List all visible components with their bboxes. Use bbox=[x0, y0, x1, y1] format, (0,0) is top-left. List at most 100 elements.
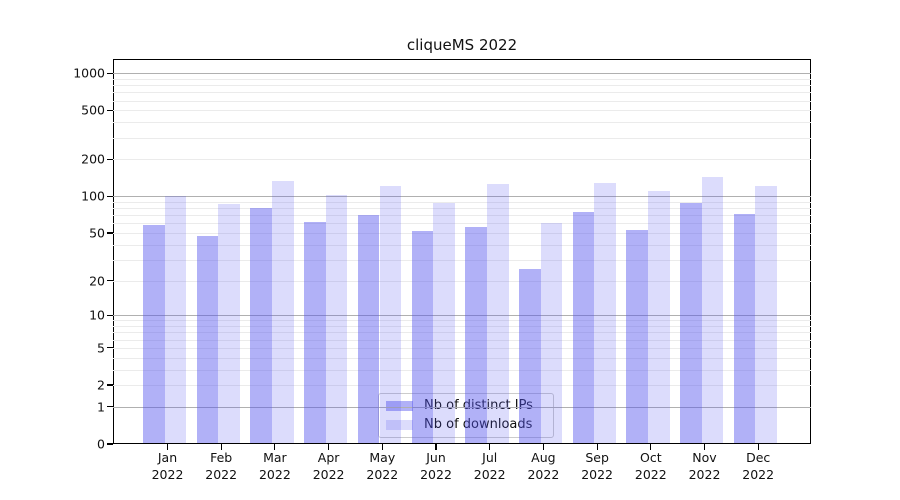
x-tick-label-jun: Jun 2022 bbox=[420, 450, 452, 482]
gridline-minor bbox=[113, 215, 811, 217]
x-tick-mark bbox=[381, 444, 383, 450]
bar-distinct-ips-feb bbox=[196, 236, 219, 443]
y-tick-label: 500 bbox=[81, 102, 105, 118]
y-tick-mark bbox=[107, 158, 113, 161]
legend-label-downloads: Nb of downloads bbox=[424, 417, 533, 432]
gridline-minor bbox=[113, 201, 811, 203]
bar-downloads-aug bbox=[540, 222, 563, 443]
x-tick-label-oct: Oct 2022 bbox=[634, 450, 667, 482]
y-tick-label: 0 bbox=[97, 436, 105, 452]
y-tick-mark bbox=[107, 347, 113, 349]
bar-distinct-ips-dec bbox=[733, 213, 756, 443]
legend-swatch-downloads bbox=[386, 419, 413, 430]
gridline-minor bbox=[113, 137, 811, 139]
y-tick-mark bbox=[107, 384, 113, 386]
gridline-minor bbox=[113, 347, 811, 349]
bar-distinct-ips-sep bbox=[572, 211, 595, 443]
y-tick-label: 2 bbox=[97, 377, 105, 393]
x-tick-mark bbox=[328, 444, 330, 450]
x-tick-mark bbox=[166, 444, 169, 450]
y-tick-mark bbox=[107, 109, 113, 112]
gridline-minor bbox=[113, 339, 811, 341]
legend-item-distinct-ips: Nb of distinct IPs bbox=[386, 398, 545, 413]
gridline-minor bbox=[113, 92, 811, 94]
x-tick-label-aug: Aug 2022 bbox=[527, 450, 560, 482]
y-tick-label: 1000 bbox=[73, 65, 105, 81]
y-tick-mark bbox=[107, 195, 113, 197]
gridline-minor bbox=[113, 110, 811, 112]
x-tick-mark bbox=[274, 444, 276, 450]
bar-downloads-jul bbox=[486, 183, 509, 443]
x-tick-label-dec: Dec 2022 bbox=[742, 450, 775, 482]
y-tick-label: 200 bbox=[81, 151, 105, 167]
y-tick-label: 100 bbox=[81, 188, 105, 204]
y-tick-mark bbox=[107, 443, 113, 445]
gridline-minor bbox=[113, 223, 811, 225]
x-tick-label-jan: Jan 2022 bbox=[151, 450, 184, 482]
legend-item-downloads: Nb of downloads bbox=[386, 417, 545, 432]
bar-downloads-mar bbox=[272, 180, 294, 443]
y-tick-mark bbox=[107, 232, 113, 234]
x-tick-mark bbox=[596, 444, 598, 450]
legend-swatch-distinct-ips bbox=[386, 400, 413, 411]
plot-area bbox=[113, 59, 811, 444]
bar-distinct-ips-jan bbox=[143, 225, 165, 443]
gridline-minor bbox=[113, 332, 811, 334]
x-tick-label-jul: Jul 2022 bbox=[473, 450, 506, 482]
x-tick-label-apr: Apr 2022 bbox=[312, 450, 345, 482]
x-tick-label-sep: Sep 2022 bbox=[581, 450, 613, 482]
x-tick-mark bbox=[435, 444, 437, 450]
gridline-minor bbox=[113, 85, 811, 87]
bar-downloads-jun bbox=[433, 202, 455, 443]
bar-distinct-ips-apr bbox=[304, 221, 326, 443]
y-tick-mark bbox=[107, 406, 113, 408]
y-tick-label: 10 bbox=[89, 307, 105, 323]
legend: Nb of distinct IPs Nb of downloads bbox=[378, 393, 554, 438]
gridline-minor bbox=[113, 385, 811, 387]
bar-distinct-ips-aug bbox=[518, 269, 541, 443]
y-tick-mark bbox=[107, 280, 113, 282]
bar-downloads-sep bbox=[594, 183, 616, 443]
bar-downloads-dec bbox=[755, 185, 778, 443]
bar-distinct-ips-oct bbox=[626, 229, 648, 443]
bar-downloads-apr bbox=[325, 195, 348, 443]
y-tick-label: 20 bbox=[89, 273, 105, 289]
bar-distinct-ips-jul bbox=[465, 227, 487, 443]
bar-downloads-oct bbox=[648, 191, 670, 443]
gridline-minor bbox=[113, 244, 811, 246]
gridline-minor bbox=[113, 159, 811, 161]
gridline-minor bbox=[113, 122, 811, 124]
bar-downloads-may bbox=[379, 186, 402, 443]
y-tick-label: 5 bbox=[97, 340, 105, 356]
gridline-minor bbox=[113, 326, 811, 328]
x-tick-mark bbox=[542, 444, 544, 450]
bar-downloads-feb bbox=[218, 203, 241, 443]
x-tick-mark bbox=[703, 444, 706, 450]
bar-distinct-ips-jun bbox=[411, 230, 434, 443]
gridline-minor bbox=[113, 78, 811, 80]
x-tick-mark bbox=[489, 444, 491, 450]
legend-label-distinct-ips: Nb of distinct IPs bbox=[424, 398, 533, 413]
gridline-minor bbox=[113, 369, 811, 371]
y-tick-mark bbox=[107, 314, 113, 316]
gridline-major bbox=[113, 406, 811, 408]
x-tick-label-nov: Nov 2022 bbox=[688, 450, 721, 482]
gridline-minor bbox=[113, 280, 811, 282]
gridline-major bbox=[113, 315, 811, 317]
gridline-major bbox=[113, 73, 811, 75]
gridline-minor bbox=[113, 233, 811, 235]
gridline-minor bbox=[113, 320, 811, 322]
bar-distinct-ips-nov bbox=[680, 203, 702, 443]
gridline-minor bbox=[113, 259, 811, 261]
x-tick-mark bbox=[650, 444, 652, 450]
x-tick-label-mar: Mar 2022 bbox=[258, 450, 291, 482]
bar-downloads-nov bbox=[701, 177, 724, 443]
gridline-minor bbox=[113, 208, 811, 210]
bar-downloads-jan bbox=[164, 196, 187, 443]
gridline-major bbox=[113, 196, 811, 198]
gridline-minor bbox=[113, 100, 811, 102]
bar-distinct-ips-mar bbox=[250, 208, 273, 443]
y-tick-mark bbox=[107, 72, 113, 74]
x-tick-mark bbox=[757, 444, 759, 450]
y-tick-label: 50 bbox=[89, 225, 105, 241]
